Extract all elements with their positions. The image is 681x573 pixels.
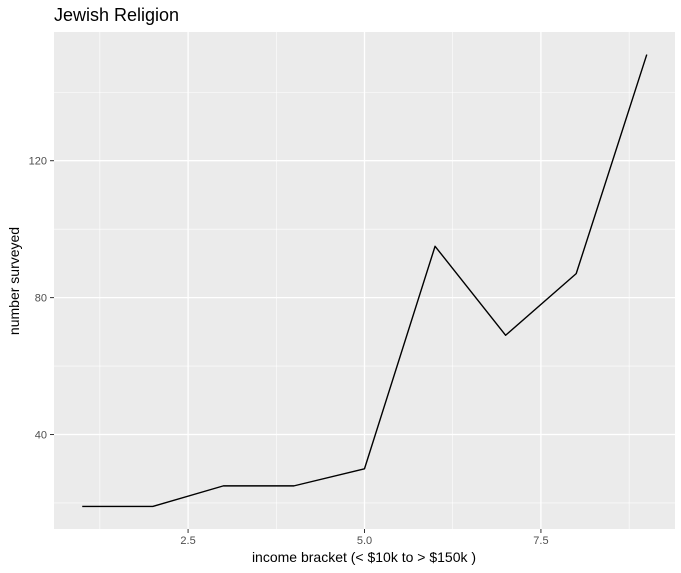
x-tick-label: 2.5 [180, 535, 195, 547]
gridlines [54, 32, 675, 529]
axes: 2.5 5.0 7.5 40 80 120 [29, 156, 549, 547]
series-line [82, 54, 648, 508]
y-axis-title: number surveyed [6, 227, 22, 335]
x-tick-label: 7.5 [533, 535, 548, 547]
y-tick-label: 120 [29, 156, 47, 168]
series-group [82, 54, 648, 508]
y-tick-label: 80 [35, 293, 47, 305]
chart-title: Jewish Religion [54, 5, 179, 25]
y-tick-label: 40 [35, 430, 47, 442]
x-tick-label: 5.0 [357, 535, 372, 547]
x-axis-title: income bracket (< $10k to > $150k ) [252, 549, 476, 565]
